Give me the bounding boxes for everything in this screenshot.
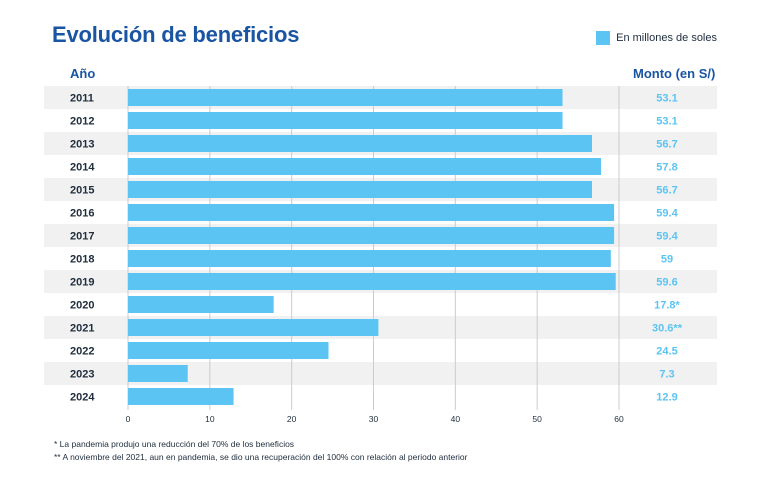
amount-column-header: Monto (en S/): [633, 66, 716, 81]
year-label: 2011: [70, 93, 94, 105]
bar-2022: [128, 342, 329, 359]
value-label: 53.1: [656, 93, 677, 105]
year-label: 2018: [70, 254, 94, 266]
x-tick-label: 30: [369, 414, 379, 424]
value-label: 7.3: [659, 369, 674, 381]
value-label: 30.6**: [652, 323, 683, 335]
year-label: 2022: [70, 346, 94, 358]
bar-2016: [128, 204, 615, 221]
chart-title: Evolución de beneficios: [52, 22, 300, 47]
bar-2019: [128, 273, 616, 290]
value-label: 12.9: [656, 392, 677, 404]
bar-2012: [128, 112, 563, 129]
year-label: 2017: [70, 231, 94, 243]
footnote-1: * La pandemia produjo una reducción del …: [54, 439, 295, 449]
x-tick-label: 10: [205, 414, 215, 424]
x-tick-label: 0: [126, 414, 131, 424]
year-label: 2015: [70, 185, 94, 197]
value-label: 59.4: [656, 231, 678, 243]
bar-2018: [128, 250, 611, 267]
year-label: 2014: [70, 162, 95, 174]
bar-2017: [128, 227, 615, 244]
bar-2023: [128, 365, 188, 382]
bar-2014: [128, 158, 601, 175]
value-label: 56.7: [656, 139, 677, 151]
footnotes: * La pandemia produjo una reducción del …: [54, 438, 467, 464]
year-label: 2023: [70, 369, 94, 381]
footnote-2: ** A noviembre del 2021, aun en pandemia…: [54, 452, 468, 462]
year-label: 2020: [70, 300, 94, 312]
year-column-header: Año: [70, 66, 96, 81]
x-tick-label: 50: [532, 414, 542, 424]
value-label: 59.6: [656, 277, 677, 289]
year-label: 2016: [70, 208, 94, 220]
bar-2013: [128, 135, 592, 152]
year-label: 2013: [70, 139, 94, 151]
value-label: 56.7: [656, 185, 677, 197]
value-label: 57.8: [656, 162, 677, 174]
bar-2015: [128, 181, 592, 198]
legend-label: En millones de soles: [616, 32, 717, 44]
bar-2024: [128, 388, 234, 405]
value-label: 17.8*: [654, 300, 680, 312]
x-tick-label: 60: [614, 414, 624, 424]
year-label: 2021: [70, 323, 94, 335]
value-label: 24.5: [656, 346, 677, 358]
x-tick-label: 40: [451, 414, 461, 424]
year-label: 2019: [70, 277, 94, 289]
value-label: 53.1: [656, 116, 677, 128]
bar-2021: [128, 319, 379, 336]
bar-2020: [128, 296, 274, 313]
legend-swatch: [596, 31, 611, 45]
year-label: 2024: [70, 392, 95, 404]
x-tick-label: 20: [287, 414, 297, 424]
bar-2011: [128, 89, 563, 106]
year-label: 2012: [70, 116, 94, 128]
value-label: 59: [661, 254, 673, 266]
value-label: 59.4: [656, 208, 678, 220]
legend: En millones de soles: [596, 31, 717, 45]
row-stripe: [44, 362, 717, 385]
